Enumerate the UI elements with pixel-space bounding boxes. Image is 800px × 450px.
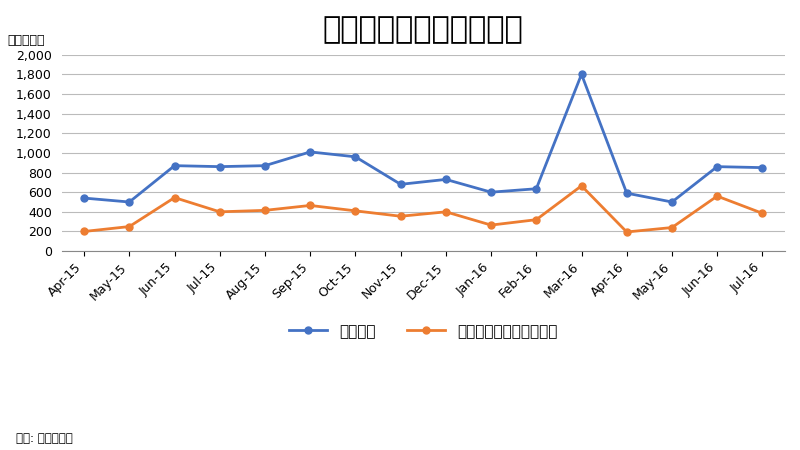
建設工事・建設設備工事 — [306, 203, 315, 208]
建設工事・建設設備工事 — [577, 183, 586, 189]
土木工事 — [125, 199, 134, 205]
土木工事 — [577, 72, 586, 77]
建設工事・建設設備工事 — [260, 207, 270, 213]
建設工事・建設設備工事 — [170, 195, 179, 200]
建設工事・建設設備工事 — [441, 209, 450, 215]
土木工事 — [396, 182, 406, 187]
建設工事・建設設備工事 — [350, 208, 360, 214]
Line: 建設工事・建設設備工事: 建設工事・建設設備工事 — [81, 182, 766, 235]
土木工事 — [170, 163, 179, 168]
土木工事 — [758, 165, 767, 171]
建設工事・建設設備工事 — [486, 222, 496, 228]
建設工事・建設設備工事 — [622, 229, 631, 234]
建設工事・建設設備工事 — [396, 214, 406, 219]
土木工事 — [667, 199, 677, 205]
建設工事・建設設備工事 — [125, 224, 134, 229]
土木工事 — [260, 163, 270, 168]
土木工事 — [215, 164, 225, 169]
土木工事 — [306, 149, 315, 155]
建設工事・建設設備工事 — [531, 217, 541, 222]
Text: 典拠: 国土交通省: 典拠: 国土交通省 — [16, 432, 73, 446]
土木工事 — [486, 189, 496, 195]
建設工事・建設設備工事 — [712, 194, 722, 199]
Title: 公共機関からの受注工事: 公共機関からの受注工事 — [323, 15, 524, 44]
Legend: 土木工事, 建設工事・建設設備工事: 土木工事, 建設工事・建設設備工事 — [283, 318, 563, 345]
土木工事 — [441, 177, 450, 182]
土木工事 — [622, 190, 631, 196]
土木工事 — [350, 154, 360, 159]
Text: （十億円）: （十億円） — [7, 34, 45, 47]
土木工事 — [712, 164, 722, 169]
Line: 土木工事: 土木工事 — [81, 71, 766, 206]
建設工事・建設設備工事 — [215, 209, 225, 215]
建設工事・建設設備工事 — [79, 229, 89, 234]
建設工事・建設設備工事 — [758, 211, 767, 216]
土木工事 — [79, 195, 89, 201]
建設工事・建設設備工事 — [667, 225, 677, 230]
土木工事 — [531, 186, 541, 191]
